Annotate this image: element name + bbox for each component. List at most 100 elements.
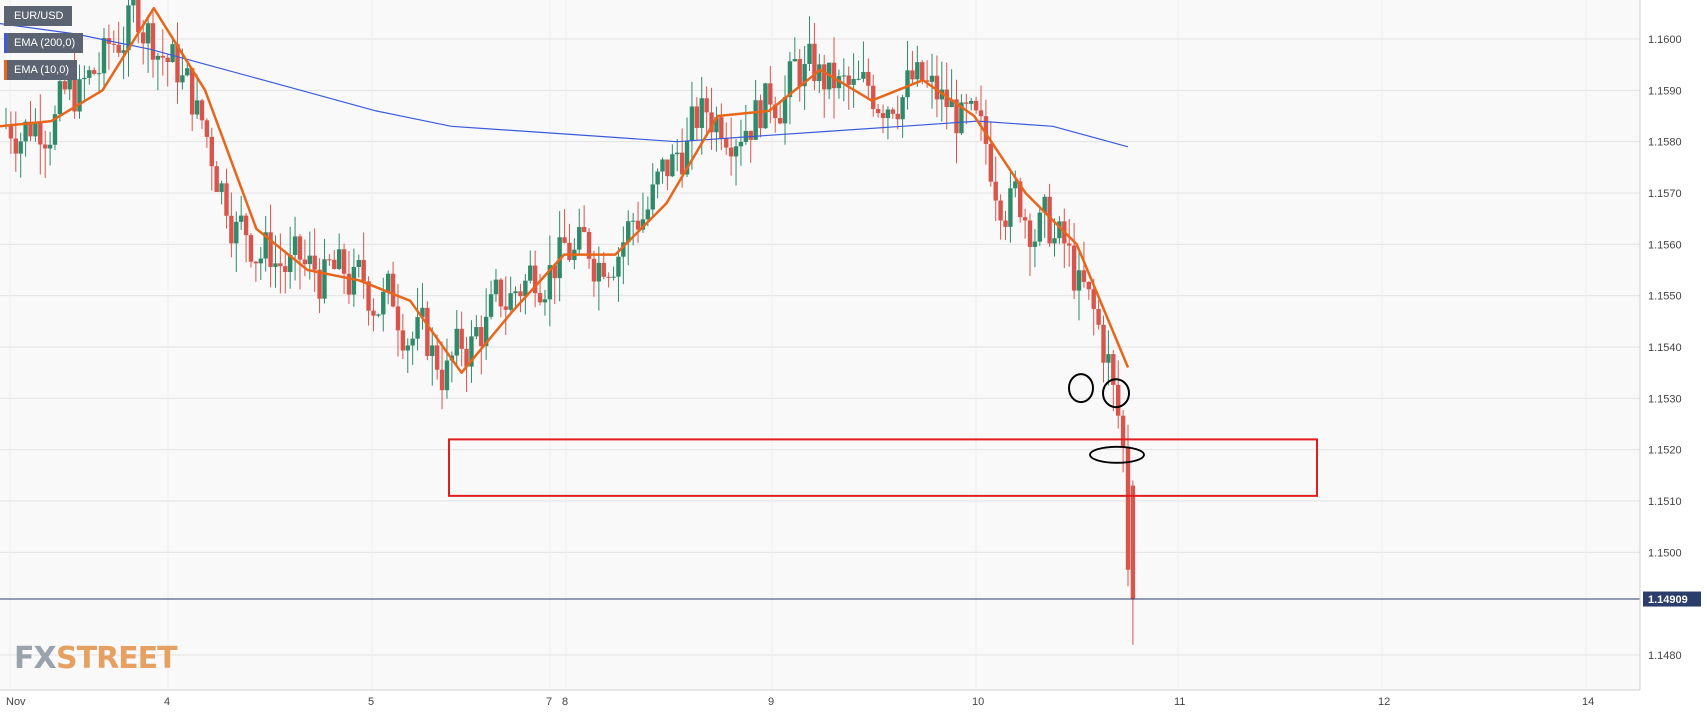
plot-background (0, 0, 1640, 690)
candle-body (606, 276, 611, 278)
candle-body (1111, 354, 1116, 385)
candle-body (381, 291, 386, 315)
candle-body (841, 75, 847, 77)
candle-body (312, 255, 317, 270)
candle-body (322, 259, 327, 299)
candle-body (140, 32, 146, 44)
candle-body (880, 113, 886, 119)
candle-body (175, 44, 180, 83)
candle-body (802, 63, 807, 87)
candle-body (356, 260, 361, 268)
candle-body (13, 138, 18, 154)
candle-body (199, 100, 205, 121)
candle-body (483, 316, 489, 347)
candle-body (915, 62, 920, 80)
logo-fx: FX (14, 641, 56, 676)
y-tick-label: 1.1590 (1648, 85, 1682, 97)
candle-body (503, 306, 508, 310)
candle-body (1096, 308, 1101, 325)
ema200-label: EMA (200,0) (14, 37, 76, 49)
candle-body (1003, 220, 1008, 227)
candle-body (567, 242, 572, 261)
candle-body (42, 144, 48, 149)
candle-body (430, 345, 435, 357)
candle-body (738, 141, 744, 147)
candle-body (1125, 446, 1131, 570)
candle-body (611, 276, 616, 278)
annotation-circle (1068, 373, 1094, 404)
candle-body (733, 146, 739, 157)
candle-body (993, 181, 998, 201)
candle-body (366, 281, 371, 311)
candle-body (189, 68, 195, 115)
y-tick-label: 1.1510 (1648, 496, 1682, 508)
x-tick-label: 11 (1174, 696, 1185, 708)
candle-body (145, 23, 151, 44)
legend-symbol[interactable]: EUR/USD (4, 6, 72, 26)
candle-body (136, 0, 141, 33)
candle-body (1130, 485, 1136, 600)
candle-body (263, 232, 268, 259)
candle-body (973, 100, 979, 111)
candle-body (121, 50, 126, 53)
candle-body (929, 75, 935, 82)
candle-body (67, 78, 72, 90)
candle-body (807, 43, 812, 64)
symbol-label: EUR/USD (14, 10, 64, 22)
candle-body (650, 184, 655, 210)
candle-body (47, 144, 53, 149)
candle-body (287, 254, 293, 272)
candle-body (52, 114, 58, 145)
candle-body (586, 231, 592, 259)
y-tick-label: 1.1480 (1648, 650, 1682, 662)
candle-body (1101, 324, 1106, 363)
candle-body (1047, 196, 1052, 244)
candle-body (96, 73, 102, 75)
candle-body (959, 102, 964, 134)
y-tick-label: 1.1600 (1648, 34, 1682, 46)
candle-body (978, 110, 984, 117)
candle-body (792, 59, 798, 62)
candle-body (591, 258, 597, 282)
candle-body (268, 232, 273, 267)
candle-body (405, 345, 410, 351)
candle-body (910, 70, 915, 80)
candle-body (434, 345, 440, 370)
grid-lines (0, 38, 1640, 656)
candle-body (537, 293, 543, 303)
x-tick-label: 7 (546, 696, 552, 708)
candle-body (248, 235, 254, 262)
candle-body (185, 68, 190, 76)
candle-body (209, 136, 214, 167)
candle-body (518, 291, 523, 297)
candle-body (596, 262, 602, 282)
candle-body (670, 154, 675, 177)
candle-body (817, 64, 822, 82)
candle-body (699, 98, 704, 128)
candle-body (439, 369, 445, 391)
candle-body (635, 220, 641, 230)
candle-body (160, 55, 165, 58)
x-tick-label: Nov (6, 696, 26, 708)
candle-body (851, 78, 856, 85)
candle-body (469, 336, 474, 367)
candle-body (875, 109, 881, 114)
candle-body (1022, 217, 1028, 221)
ema200-swatch (4, 33, 7, 53)
candle-body (72, 78, 77, 112)
candle-body (1116, 384, 1121, 416)
candle-body (410, 338, 415, 346)
legend-ema200[interactable]: EMA (200,0) (4, 33, 84, 53)
candle-body (1018, 181, 1023, 218)
candle-body (219, 183, 224, 192)
annotation-circle (1102, 378, 1130, 409)
legend-ema10[interactable]: EMA (10,0) (4, 60, 78, 80)
candle-body (77, 79, 82, 112)
candle-body (954, 99, 959, 134)
candle-body (82, 77, 87, 80)
candle-body (8, 125, 14, 139)
ema10-label: EMA (10,0) (14, 64, 70, 76)
candle-body (861, 71, 866, 79)
candle-body (234, 221, 239, 244)
